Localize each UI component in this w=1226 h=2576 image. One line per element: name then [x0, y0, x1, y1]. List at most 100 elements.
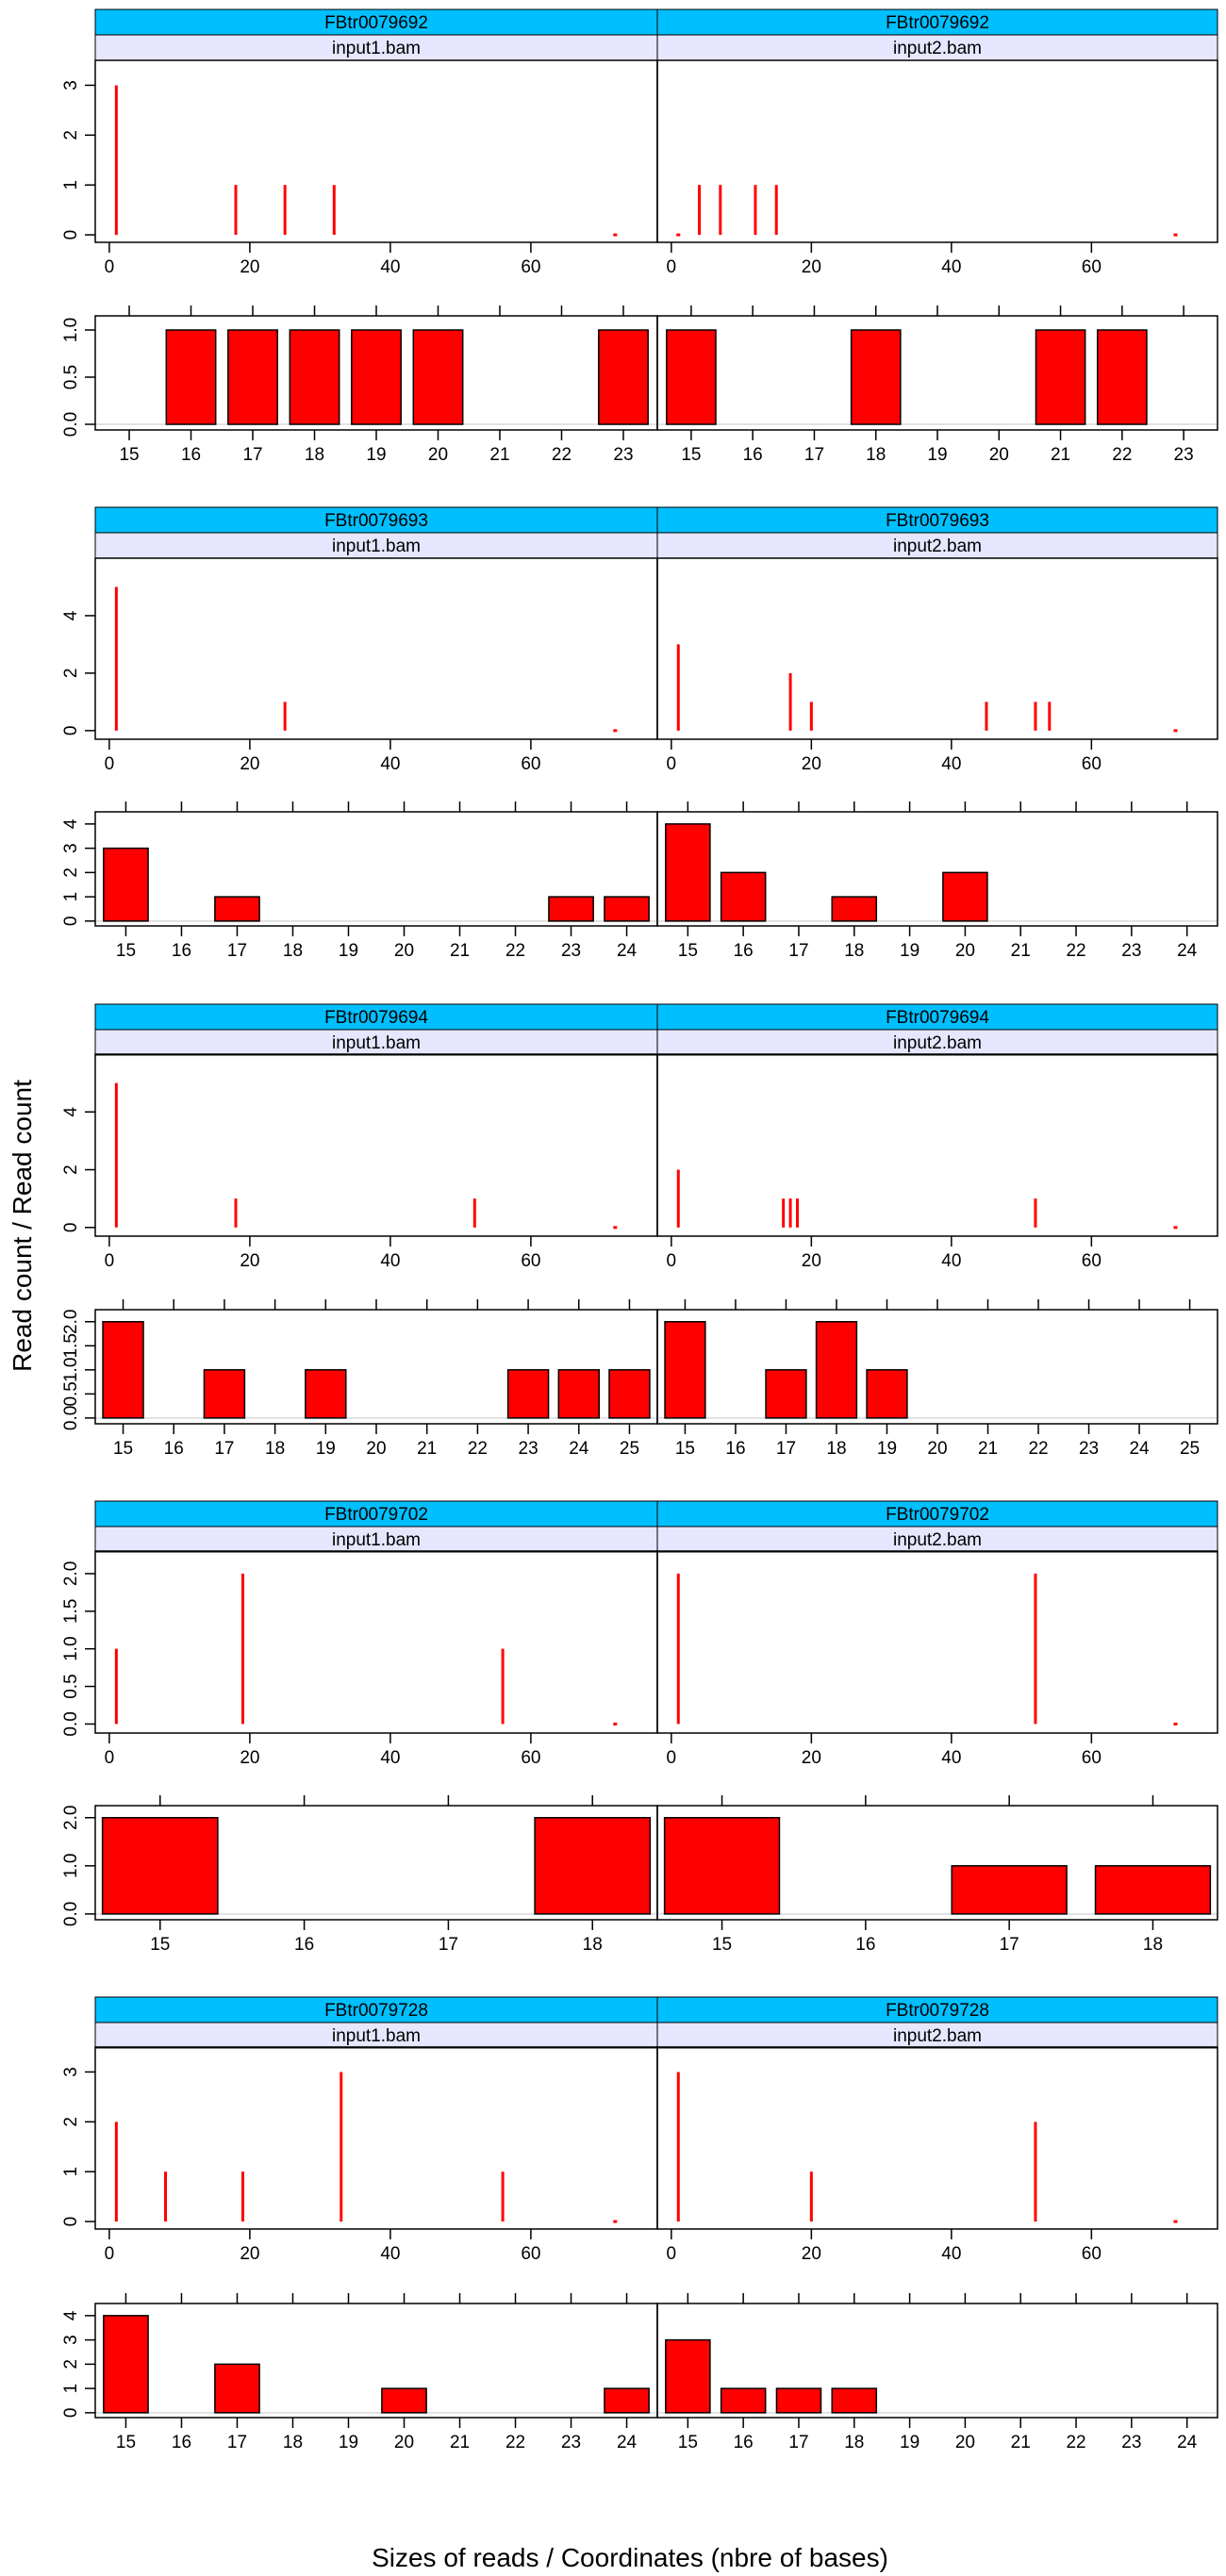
x-tick-label: 22	[505, 941, 525, 961]
x-tick-label: 15	[681, 445, 701, 465]
strip-transcript-label: FBtr0079702	[886, 1505, 989, 1525]
x-tick-label: 40	[380, 754, 400, 774]
size-bar	[214, 896, 260, 922]
strip-transcript-label: FBtr0079702	[324, 1505, 428, 1525]
x-tick-label: 60	[521, 2244, 540, 2264]
size-bar	[305, 1369, 347, 1419]
strip-file-label: input2.bam	[893, 39, 982, 58]
strip-transcript	[656, 1500, 1218, 1527]
x-tick-label: 18	[283, 2433, 303, 2452]
x-tick-label: 0	[105, 754, 115, 774]
x-tick-label: 20	[802, 257, 821, 277]
panel-frame	[656, 2303, 1218, 2419]
x-tick-label: 24	[1129, 1439, 1150, 1459]
x-tick-label: 60	[1082, 1251, 1102, 1271]
x-tick-label: 20	[428, 445, 448, 465]
size-bar	[534, 1817, 652, 1915]
y-tick-label: 4	[61, 2310, 81, 2320]
size-bar	[1035, 329, 1086, 425]
x-tick-label: 21	[450, 2433, 470, 2452]
strip-file	[656, 1526, 1218, 1553]
x-tick-label: 19	[877, 1439, 897, 1459]
x-tick-label: 16	[172, 2433, 191, 2452]
x-tick-label: 60	[1082, 754, 1102, 774]
x-tick-label: 19	[339, 2433, 358, 2452]
x-tick-label: 15	[116, 941, 136, 961]
x-tick-label: 16	[172, 941, 191, 961]
x-tick-label: 19	[316, 1439, 336, 1459]
x-tick-label: 60	[521, 1748, 540, 1768]
strip-transcript-label: FBtr0079692	[886, 13, 989, 33]
y-tick-label: 0.5	[61, 1381, 81, 1406]
x-tick-label: 16	[181, 445, 201, 465]
size-bar	[598, 329, 649, 425]
x-tick-label: 0	[667, 2244, 677, 2264]
panel-2: FBtr0079728 input2.bam 0 20 40 60	[656, 1996, 1218, 2264]
size-bar	[720, 2387, 767, 2414]
x-tick-label: 18	[305, 445, 324, 465]
x-tick-label: 0	[105, 2244, 115, 2264]
y-tick-label: 2	[61, 1164, 81, 1175]
panel-2: 15 16 17 18 19 20 21 22 23 24	[656, 801, 1218, 961]
x-tick-label: 19	[900, 941, 920, 961]
panel-2: 15 16 17 18 19 20 21 22 23	[656, 305, 1218, 465]
x-tick-label: 20	[394, 2433, 414, 2452]
y-tick-label: 2	[61, 867, 81, 878]
size-bar	[951, 1865, 1068, 1915]
panel-1: 15 16 17 18 19 20 21 22 23 0.0 0.5 1.0	[61, 305, 658, 465]
x-tick-label: 16	[734, 2433, 754, 2452]
y-tick-label: 4	[61, 818, 81, 829]
strip-file	[656, 532, 1218, 559]
strip-file-label: input2.bam	[893, 1530, 982, 1550]
x-tick-label: 0	[667, 257, 677, 277]
panel-2: 15 16 17 18 19 20 21 22 23 24 25	[656, 1299, 1218, 1459]
size-bar	[1094, 1865, 1212, 1915]
size-bar	[203, 1369, 246, 1419]
x-tick-label: 22	[552, 445, 572, 465]
strip-file	[94, 1029, 658, 1056]
panel-1: FBtr0079702 input1.bam 0 20 40 60 0.0 0.5 1.0 1.5…	[61, 1500, 658, 1768]
x-tick-label: 20	[240, 1748, 259, 1768]
x-tick-label: 19	[927, 445, 947, 465]
strip-transcript-label: FBtr0079693	[324, 511, 428, 531]
panel-frame	[94, 59, 658, 243]
x-tick-label: 24	[1177, 2433, 1198, 2452]
panel-frame	[656, 1805, 1218, 1921]
y-tick-label: 1	[61, 180, 81, 190]
y-tick-label: 4	[61, 610, 81, 620]
panel-1: 15 16 17 18 0.0 1.0 2.0	[61, 1795, 658, 1955]
size-bar	[412, 329, 464, 425]
x-tick-label: 24	[617, 941, 638, 961]
x-tick-label: 16	[294, 1935, 314, 1955]
x-tick-label: 0	[667, 1748, 677, 1768]
y-tick-label: 0.0	[61, 1902, 81, 1926]
x-tick-label: 40	[941, 1748, 961, 1768]
size-bar	[101, 1817, 219, 1915]
x-tick-label: 16	[743, 445, 763, 465]
x-tick-label: 40	[941, 1251, 961, 1271]
strip-transcript	[656, 8, 1218, 36]
x-tick-label: 17	[1000, 1935, 1019, 1955]
strip-transcript	[94, 8, 658, 36]
chart-row-2: 15 16 17 18 19 20 21 22 23 0.0 0.5 1.0 15 16 17 18 19 20 2…	[61, 305, 1218, 465]
x-tick-label: 60	[521, 1251, 540, 1271]
panel-1: FBtr0079728 input1.bam 0 20 40 60 0 1 2 3	[61, 1996, 658, 2264]
chart-row-8: 15 16 17 18 0.0 1.0 2.0 15 16 17 18	[61, 1795, 1218, 1955]
strip-transcript	[656, 506, 1218, 534]
x-tick-label: 23	[561, 2433, 581, 2452]
chart-row-6: 15 16 17 18 19 20 21 22 23 24 250.00.51.01.52.015 1…	[61, 1299, 1218, 1459]
x-tick-label: 60	[1082, 257, 1102, 277]
x-tick-label: 60	[521, 257, 540, 277]
y-tick-label: 0.0	[61, 1711, 81, 1736]
panel-2: FBtr0079693 input2.bam 0 20 40 60	[656, 506, 1218, 774]
panel-2: 15 16 17 18	[656, 1795, 1218, 1955]
x-tick-label: 23	[1174, 445, 1194, 465]
x-tick-label: 20	[240, 257, 259, 277]
size-bar	[548, 896, 594, 922]
x-tick-label: 24	[569, 1439, 589, 1459]
